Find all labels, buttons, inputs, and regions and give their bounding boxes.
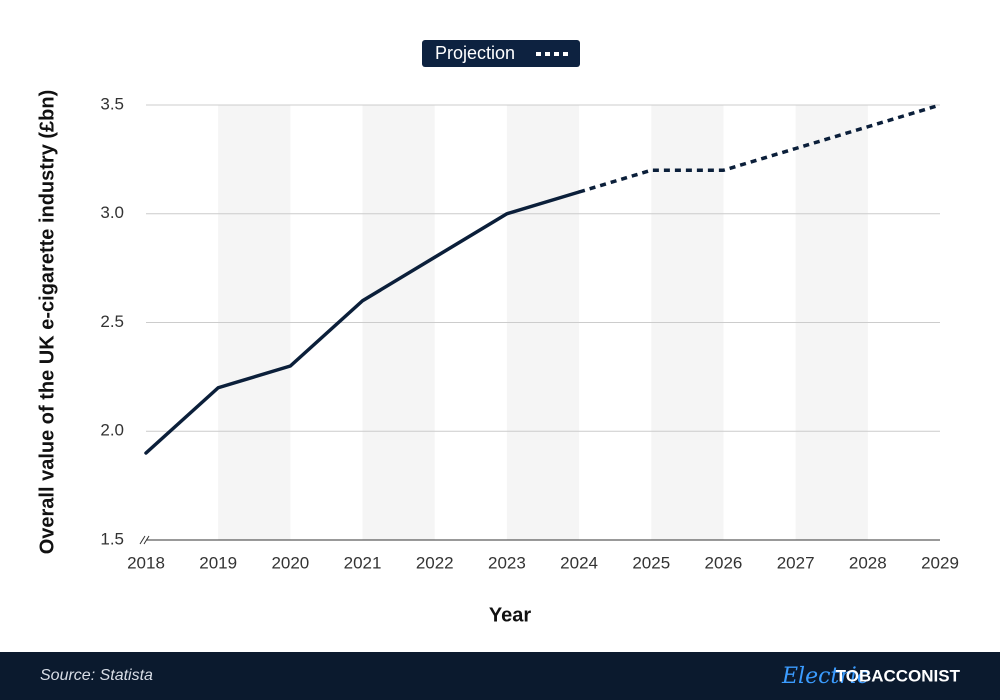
x-tick-label: 2028 (849, 553, 887, 572)
x-axis-title: Year (489, 604, 531, 626)
x-tick-label: 2024 (560, 553, 598, 572)
x-tick-label: 2027 (777, 553, 815, 572)
line (144, 190, 581, 455)
x-tick-label: 2025 (632, 553, 670, 572)
legend-label: Projection (435, 43, 515, 63)
line (578, 103, 941, 194)
legend-box (422, 40, 580, 67)
x-tick-label: 2020 (271, 553, 309, 572)
y-tick-label: 1.5 (100, 529, 124, 548)
logo-script: Electric (781, 664, 869, 689)
y-tick-label: 2.0 (100, 421, 124, 440)
x-tick-label: 2022 (416, 553, 454, 572)
footer-bar (0, 652, 1000, 700)
source: Source: Statista (40, 667, 153, 684)
x-tick-label: 2018 (127, 553, 165, 572)
x-tick-label: 2023 (488, 553, 526, 572)
x-tick-label: 2026 (705, 553, 743, 572)
x-tick-label: 2029 (921, 553, 959, 572)
x-tick-label: 2019 (199, 553, 237, 572)
legend: Projection (422, 40, 580, 67)
x-tick-label: 2021 (344, 553, 382, 572)
y-tick-label: 3.5 (100, 94, 124, 113)
y-axis-title: Overall value of the UK e-cigarette indu… (36, 90, 58, 555)
axis-break (139, 535, 150, 545)
logo-text: TOBACCONIST (836, 666, 961, 685)
y-tick-label: 3.0 (100, 203, 124, 222)
y-tick-label: 2.5 (100, 312, 124, 331)
